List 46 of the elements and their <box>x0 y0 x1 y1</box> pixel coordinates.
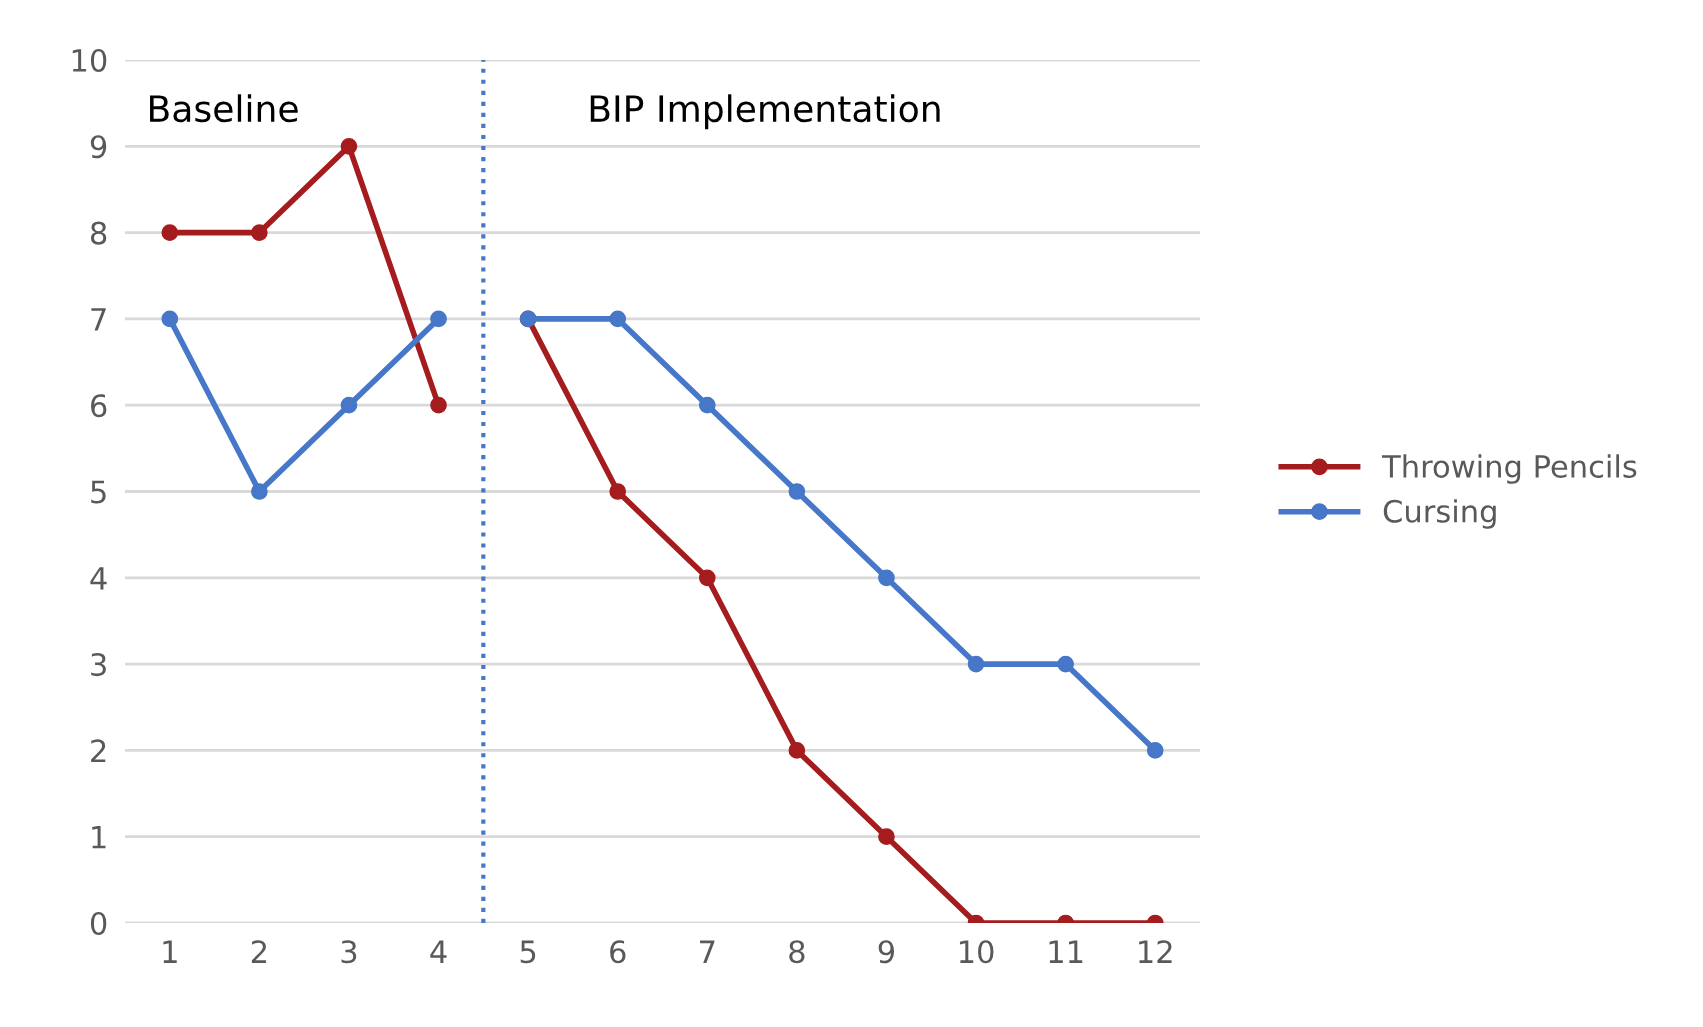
x-tick-label: 8 <box>789 940 805 964</box>
point <box>161 310 179 328</box>
y-tick-label: 9 <box>90 135 107 159</box>
point <box>609 483 627 500</box>
x-tick-label: 9 <box>878 940 895 964</box>
x-tick-label: 10 <box>959 940 994 964</box>
y-tick-label: 3 <box>91 653 106 677</box>
x-tick-label: 1 <box>163 940 177 963</box>
y-tick-label: 0 <box>90 911 107 936</box>
point <box>698 396 716 414</box>
annotation: BIP Implementation <box>590 94 940 130</box>
x-tick-label: 12 <box>1139 940 1172 963</box>
x-tick-label: 7 <box>700 940 715 963</box>
y-tick-label: 1 <box>92 826 106 849</box>
y-tick-label: 4 <box>90 567 107 590</box>
x-tick-label: 3 <box>341 940 357 964</box>
point <box>430 396 447 414</box>
x-tick-label: 5 <box>520 940 536 964</box>
point <box>340 396 358 414</box>
point <box>878 569 895 587</box>
x-tick-label: 11 <box>1049 940 1083 963</box>
x-tick-label: 4 <box>430 940 447 963</box>
point <box>609 310 627 328</box>
point <box>788 483 806 500</box>
point <box>1057 655 1074 673</box>
legend-label: Cursing <box>1383 499 1496 529</box>
legend-label: Throwing Pencils <box>1381 454 1637 484</box>
y-tick-label: 7 <box>91 308 106 331</box>
point <box>251 224 268 241</box>
point <box>430 310 447 328</box>
point <box>1146 742 1164 759</box>
annotation: Baseline <box>150 94 298 123</box>
x-tick-label: 2 <box>251 940 267 963</box>
point <box>698 569 716 587</box>
y-tick-label: 8 <box>90 221 107 245</box>
y-tick-label: 2 <box>91 739 106 763</box>
point <box>340 137 358 155</box>
point <box>878 828 895 846</box>
y-tick-label: 10 <box>72 48 107 73</box>
y-tick-label: 6 <box>91 394 107 418</box>
x-tick-label: 6 <box>610 940 626 964</box>
point <box>788 742 806 759</box>
point <box>967 655 985 673</box>
y-tick-label: 5 <box>91 480 106 504</box>
point <box>251 483 268 500</box>
point <box>161 224 179 241</box>
